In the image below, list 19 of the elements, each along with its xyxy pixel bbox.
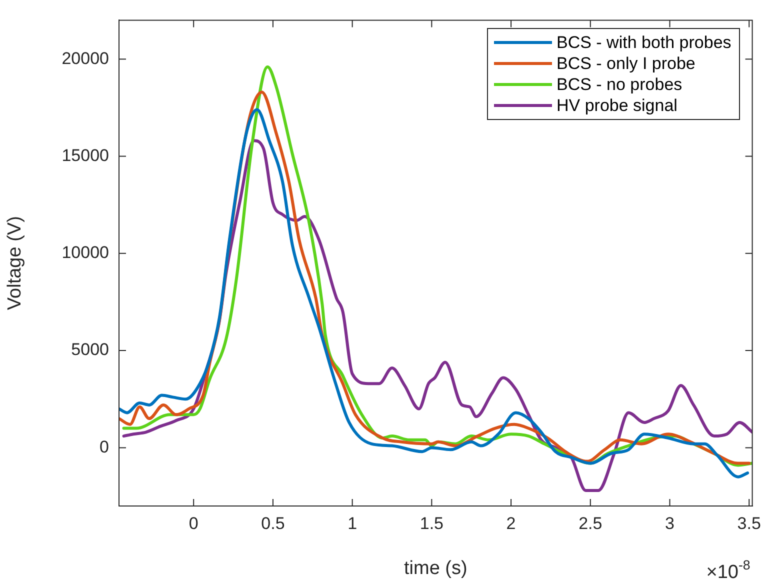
x-tick-label: 3.5 <box>737 514 761 533</box>
x-axis-title: time (s) <box>404 558 468 579</box>
y-tick-label: 20000 <box>62 48 109 68</box>
y-tick-label: 15000 <box>62 146 109 165</box>
x-tick-label: 0.5 <box>261 514 285 533</box>
y-tick-label: 5000 <box>71 340 109 360</box>
legend-label: BCS - with both probes <box>556 32 732 53</box>
x-tick-label: 2.5 <box>578 514 602 533</box>
legend-label: BCS - no probes <box>556 74 682 95</box>
legend-label: HV probe signal <box>556 96 678 116</box>
x-tick-label: 1 <box>348 514 358 533</box>
y-tick-label: 0 <box>100 437 109 456</box>
y-axis-title: Voltage (V) <box>4 216 26 310</box>
x-tick-label: 0 <box>188 514 198 533</box>
x-tick-label: 3 <box>665 514 674 533</box>
y-tick-label: 10000 <box>62 243 109 262</box>
x-tick-label: 1.5 <box>420 514 444 533</box>
x-tick-label: 2 <box>506 514 516 533</box>
legend-label: BCS - only I probe <box>556 54 696 74</box>
